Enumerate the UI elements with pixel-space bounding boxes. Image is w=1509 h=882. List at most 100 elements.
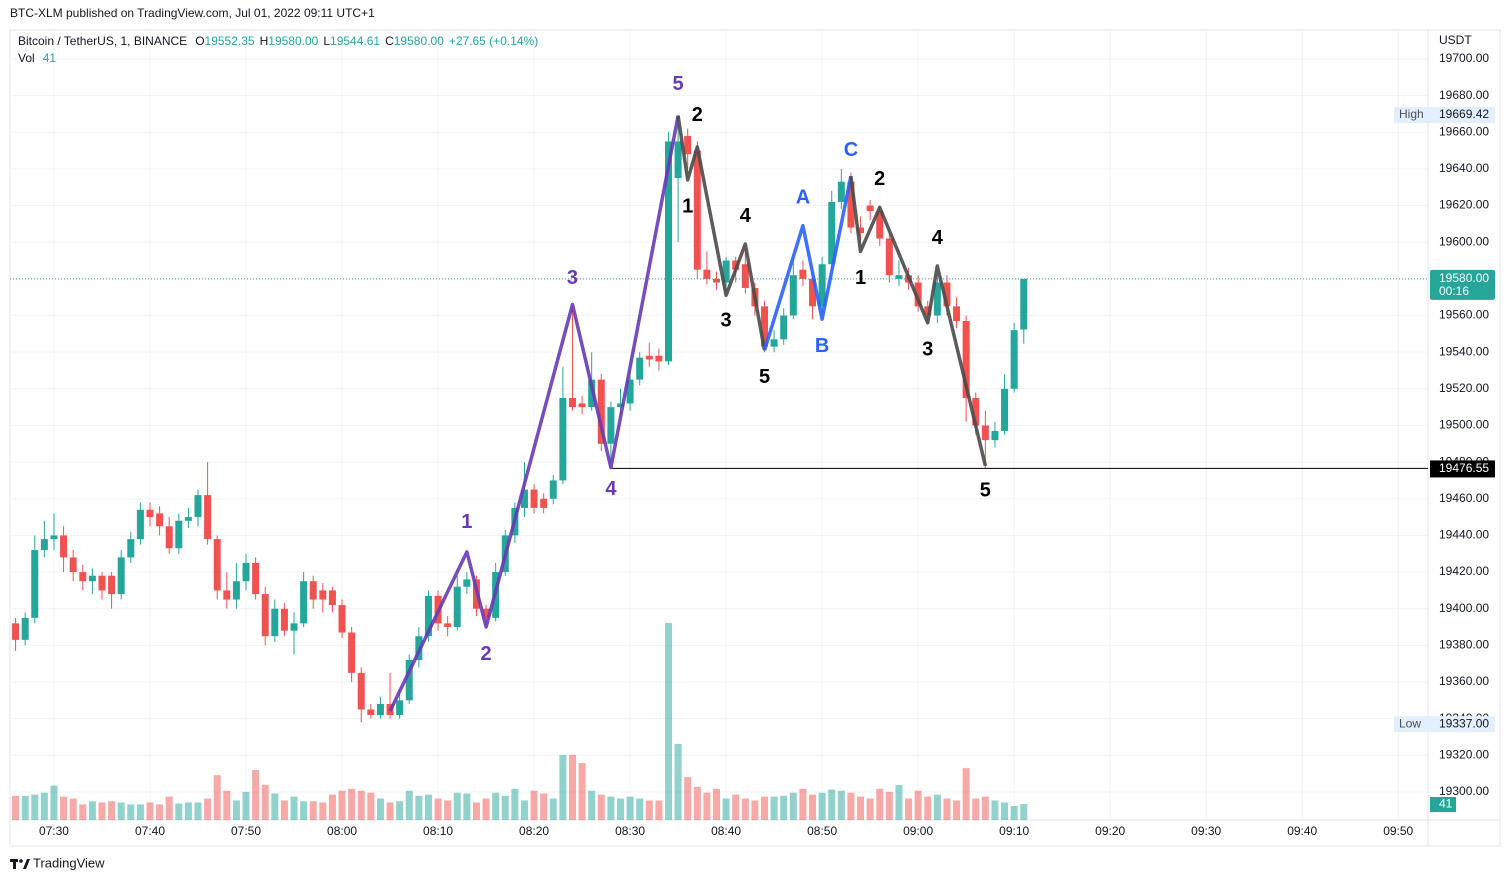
wave-label: 3 — [567, 267, 578, 289]
wave-label: B — [815, 335, 829, 357]
volume-bar — [386, 802, 394, 820]
candle-body — [69, 557, 77, 573]
volume-bar — [895, 784, 903, 820]
volume-bar — [520, 800, 528, 820]
volume-bar — [636, 798, 644, 820]
candle-body — [319, 590, 327, 600]
candle-body — [194, 495, 202, 518]
volume-bar — [261, 784, 269, 820]
volume-bar — [175, 803, 183, 820]
volume-bar — [588, 790, 596, 820]
volume-bar — [933, 794, 941, 820]
volume-bar — [405, 790, 413, 820]
candle-body — [175, 520, 183, 549]
volume-bar — [472, 802, 480, 820]
marker-value-box — [1430, 716, 1495, 733]
y-tick-label: 19400.00 — [1439, 601, 1489, 615]
volume-bar — [79, 804, 87, 820]
wave-label: 1 — [461, 511, 472, 533]
volume-bar — [885, 791, 893, 820]
candle-body — [607, 407, 615, 444]
volume-bar — [789, 792, 797, 820]
candle-body — [40, 539, 48, 551]
marker-name: High — [1399, 107, 1424, 121]
candle-body — [117, 557, 125, 595]
volume-bar — [194, 802, 202, 820]
volume-bar — [213, 775, 221, 820]
y-tick-label: 19500.00 — [1439, 418, 1489, 432]
hline-box — [1430, 460, 1495, 478]
candle-body — [703, 269, 711, 279]
marker-value: 19337.00 — [1439, 716, 1489, 730]
volume-bar — [857, 796, 865, 820]
candle-body — [482, 608, 490, 618]
candle-body — [328, 590, 336, 606]
candle-body — [914, 282, 922, 307]
candle-body — [770, 339, 778, 347]
candle-body — [357, 672, 365, 710]
candle-body — [953, 306, 961, 322]
volume-bar — [1001, 802, 1009, 820]
y-tick-label: 19640.00 — [1439, 161, 1489, 175]
volume-bar — [434, 798, 442, 820]
volume-bar — [732, 794, 740, 820]
candle-body — [223, 590, 231, 600]
volume-bar — [511, 788, 519, 820]
y-tick-label: 19520.00 — [1439, 381, 1489, 395]
wave-line — [676, 115, 767, 351]
volume-bar — [837, 790, 845, 820]
candle-body — [424, 595, 432, 637]
volume-bar — [962, 768, 970, 820]
candle-body — [165, 526, 173, 549]
volume-bar — [424, 794, 432, 820]
candle-body — [933, 282, 941, 316]
candle-body — [991, 430, 999, 441]
candle-body — [616, 403, 624, 408]
volume-bar — [117, 802, 125, 820]
y-tick-label: 19600.00 — [1439, 234, 1489, 248]
legend-value: 19552.35 — [205, 34, 255, 48]
wave-label: 2 — [874, 168, 885, 190]
x-tick-label: 09:30 — [1191, 824, 1221, 838]
y-tick-label: 19620.00 — [1439, 198, 1489, 212]
legend-value: 19580.00 — [394, 34, 444, 48]
volume-bar — [223, 790, 231, 820]
candle-body — [885, 238, 893, 276]
x-tick-label: 08:50 — [807, 824, 837, 838]
countdown-label: 00:16 — [1439, 284, 1469, 298]
wave-line — [388, 115, 680, 713]
x-tick-label: 08:00 — [327, 824, 357, 838]
volume-bar — [559, 754, 567, 820]
candle-body — [1001, 388, 1009, 431]
wave-label: 1 — [682, 196, 693, 218]
candle-body — [367, 709, 375, 715]
marker-value-box — [1430, 106, 1495, 123]
volume-bar — [905, 798, 913, 820]
candle-body — [895, 275, 903, 279]
volume-legend: Vol 41 — [18, 51, 56, 65]
volume-bar — [578, 763, 586, 820]
legend-key: C — [385, 34, 394, 48]
x-tick-label: 08:20 — [519, 824, 549, 838]
y-tick-label: 19360.00 — [1439, 674, 1489, 688]
candle-body — [309, 581, 317, 600]
volume-bar — [300, 801, 308, 820]
marker-name-box — [1394, 106, 1430, 123]
candle-body — [866, 205, 874, 212]
legend-value: 19544.61 — [330, 34, 380, 48]
y-tick-label: 19420.00 — [1439, 564, 1489, 578]
volume-bar — [204, 798, 212, 820]
wave-label: C — [844, 139, 858, 161]
candle-body — [79, 572, 87, 582]
volume-bar — [309, 801, 317, 820]
volume-bar — [645, 800, 653, 820]
price-unit: USDT — [1439, 33, 1472, 47]
legend-key: H — [260, 34, 269, 48]
candle-body — [242, 562, 250, 582]
x-tick-label: 07:40 — [135, 824, 165, 838]
volume-bar — [165, 796, 173, 820]
candle-body — [722, 260, 730, 283]
volume-bar — [156, 804, 164, 820]
volume-bar — [693, 786, 701, 820]
